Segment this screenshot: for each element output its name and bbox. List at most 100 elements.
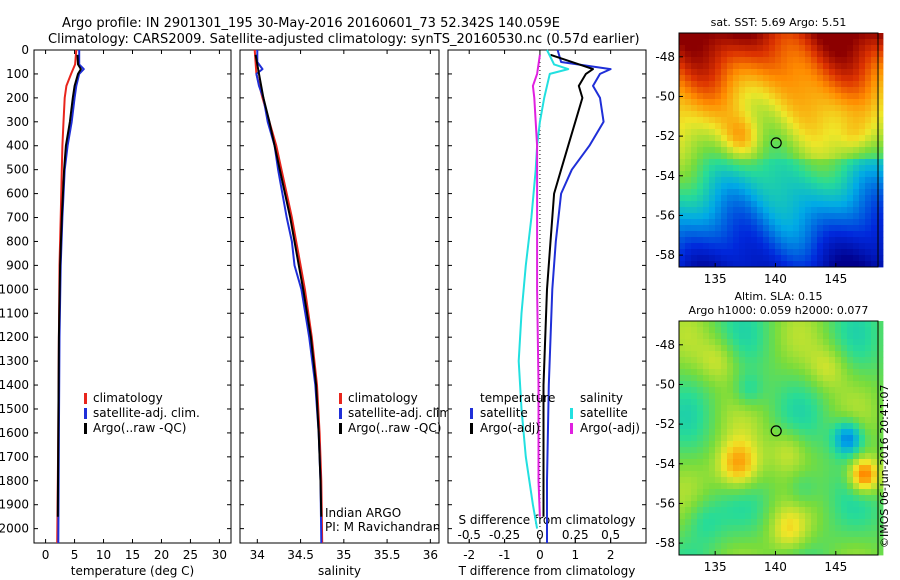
heatmap-cell (751, 399, 758, 406)
heatmap-cell (817, 261, 824, 268)
heatmap-cell (829, 63, 836, 70)
heatmap-cell (823, 261, 830, 268)
heatmap-cell (751, 171, 758, 178)
heatmap-cell (709, 231, 716, 238)
heatmap-cell (703, 249, 710, 256)
heatmap-cell (745, 177, 752, 184)
heatmap-cell (871, 507, 878, 514)
heatmap-cell (715, 183, 722, 190)
heatmap-cell (865, 117, 872, 124)
heatmap-cell (793, 195, 800, 202)
heatmap-cell (679, 423, 686, 430)
heatmap-cell (847, 111, 854, 118)
heatmap-cell (781, 483, 788, 490)
heatmap-cell (709, 429, 716, 436)
heatmap-cell (823, 123, 830, 130)
heatmap-cell (841, 147, 848, 154)
heatmap-cell (739, 207, 746, 214)
heatmap-cell (709, 243, 716, 250)
heatmap-cell (727, 447, 734, 454)
heatmap-cell (697, 183, 704, 190)
heatmap-cell (709, 489, 716, 496)
heatmap-cell (823, 543, 830, 550)
heatmap-cell (877, 375, 884, 382)
heatmap-cell (763, 159, 770, 166)
heatmap-cell (811, 225, 818, 232)
heatmap-cell (799, 453, 806, 460)
heatmap-cell (721, 111, 728, 118)
heatmap-cell (763, 255, 770, 262)
heatmap-cell (877, 243, 884, 250)
heatmap-cell (709, 33, 716, 40)
heatmap-cell (805, 333, 812, 340)
heatmap-cell (829, 69, 836, 76)
heatmap-cell (811, 393, 818, 400)
heatmap-cell (775, 363, 782, 370)
heatmap-cell (829, 519, 836, 526)
heatmap-cell (739, 111, 746, 118)
heatmap-cell (865, 483, 872, 490)
heatmap-cell (685, 129, 692, 136)
heatmap-cell (829, 123, 836, 130)
heatmap-cell (745, 381, 752, 388)
heatmap-cell (865, 51, 872, 58)
heatmap-cell (835, 159, 842, 166)
heatmap-cell (835, 63, 842, 70)
heatmap-cell (769, 381, 776, 388)
heatmap-cell (739, 135, 746, 142)
heatmap-cell (703, 237, 710, 244)
heatmap-cell (793, 369, 800, 376)
heatmap-cell (733, 105, 740, 112)
heatmap-cell (841, 357, 848, 364)
heatmap-cell (751, 81, 758, 88)
heatmap-cell (727, 69, 734, 76)
heatmap-cell (757, 417, 764, 424)
heatmap-cell (715, 51, 722, 58)
heatmap-cell (853, 447, 860, 454)
heatmap-cell (871, 339, 878, 346)
heatmap-cell (847, 435, 854, 442)
heatmap-cell (733, 99, 740, 106)
heatmap-cell (871, 141, 878, 148)
heatmap-cell (805, 45, 812, 52)
heatmap-cell (835, 333, 842, 340)
heatmap-cell (757, 33, 764, 40)
heatmap-cell (877, 219, 884, 226)
heatmap-cell (703, 93, 710, 100)
heatmap-cell (787, 189, 794, 196)
heatmap-cell (721, 129, 728, 136)
heatmap-cell (709, 411, 716, 418)
heatmap-cell (769, 321, 776, 328)
heatmap-cell (865, 141, 872, 148)
heatmap-cell (715, 177, 722, 184)
heatmap-cell (781, 33, 788, 40)
heatmap-cell (835, 39, 842, 46)
heatmap-cell (793, 135, 800, 142)
heatmap-cell (865, 81, 872, 88)
heatmap-cell (703, 513, 710, 520)
heatmap-cell (853, 87, 860, 94)
heatmap-cell (787, 531, 794, 538)
heatmap-cell (805, 57, 812, 64)
heatmap-cell (859, 147, 866, 154)
heatmap-cell (823, 75, 830, 82)
heatmap-cell (847, 63, 854, 70)
heatmap-cell (745, 153, 752, 160)
heatmap-cell (799, 93, 806, 100)
heatmap-cell (787, 51, 794, 58)
heatmap-cell (859, 375, 866, 382)
heatmap-cell (739, 177, 746, 184)
heatmap-cell (877, 321, 884, 328)
heatmap-cell (841, 399, 848, 406)
heatmap-cell (829, 447, 836, 454)
heatmap-cell (745, 507, 752, 514)
heatmap-cell (727, 213, 734, 220)
heatmap-cell (787, 489, 794, 496)
heatmap-cell (715, 213, 722, 220)
heatmap-cell (865, 207, 872, 214)
heatmap-cell (745, 81, 752, 88)
heatmap-cell (853, 453, 860, 460)
heatmap-cell (817, 453, 824, 460)
heatmap-cell (751, 183, 758, 190)
heatmap-cell (841, 333, 848, 340)
